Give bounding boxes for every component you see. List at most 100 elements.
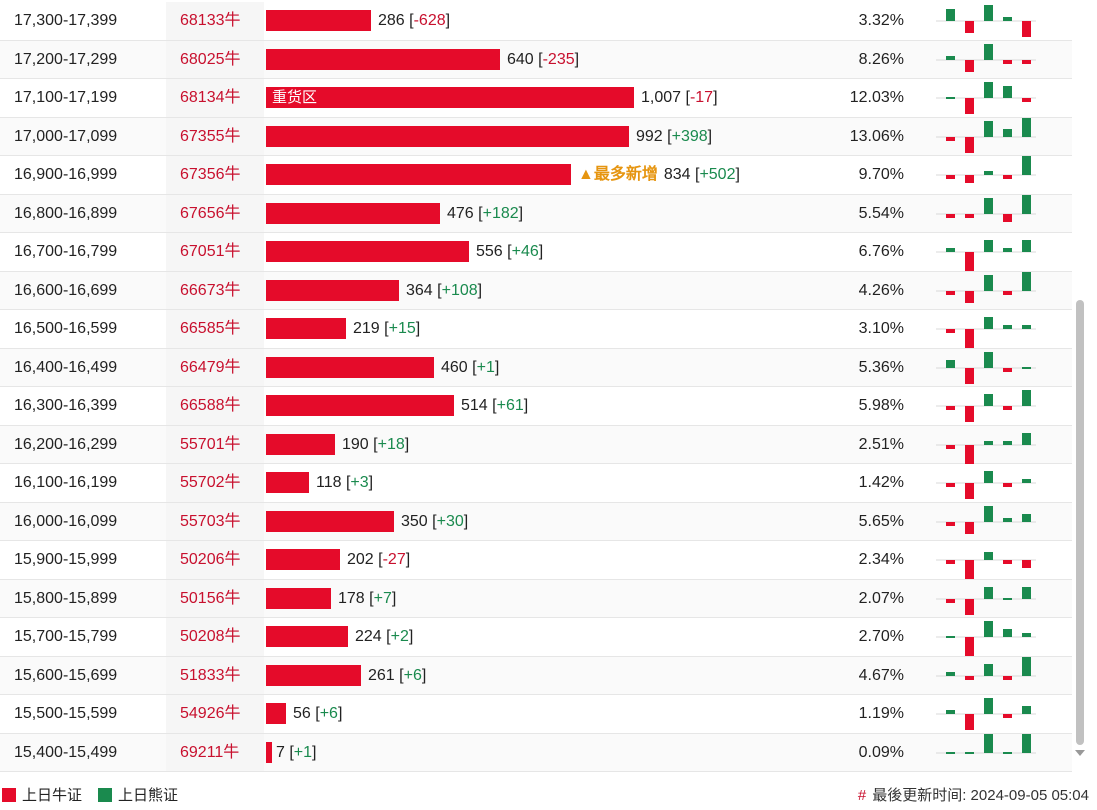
sparkline-bar <box>1022 560 1031 568</box>
code-cell[interactable]: 69211牛 <box>166 733 264 771</box>
sparkline-bar <box>946 483 955 487</box>
range-cell: 15,600-15,699 <box>14 666 118 684</box>
range-cell: 15,900-15,999 <box>14 551 118 568</box>
bar-cell: 重货区 1,007 [-17] <box>265 79 825 117</box>
table-row[interactable]: 16,700-16,799 67051牛 556 [+46] 6.76% <box>0 233 1072 272</box>
change-number: +18 <box>377 435 405 453</box>
sparkline-bar <box>1003 597 1012 600</box>
value-bar <box>266 626 348 647</box>
table-row[interactable]: 16,500-16,599 66585牛 219 [+15] 3.10% <box>0 310 1072 349</box>
table-row[interactable]: 15,800-15,899 50156牛 178 [+7] 2.07% <box>0 579 1072 618</box>
sparkline-bar <box>965 98 974 114</box>
code-cell[interactable]: 68133牛 <box>166 2 264 40</box>
percent-cell: 1.19% <box>858 705 904 722</box>
sparkline-bar <box>984 505 993 522</box>
sparkline-bar <box>965 175 974 183</box>
table-row[interactable]: 16,400-16,499 66479牛 460 [+1] 5.36% <box>0 348 1072 387</box>
sparkline-bar <box>1022 366 1031 369</box>
sparkline-bar <box>984 240 993 252</box>
sparkline-bar <box>1022 390 1031 406</box>
range-cell: 16,400-16,499 <box>14 358 118 376</box>
sparkline <box>936 317 1036 348</box>
percent-cell: 3.32% <box>858 12 904 29</box>
code-cell[interactable]: 68134牛 <box>166 79 264 117</box>
value-bar <box>266 164 571 185</box>
table-row[interactable]: 15,600-15,699 51833牛 261 [+6] 4.67% <box>0 656 1072 695</box>
sparkline <box>936 552 1036 579</box>
scroll-down-arrow-icon[interactable] <box>1075 750 1085 756</box>
table-row[interactable]: 17,300-17,399 68133牛 286 [-628] 3.32% <box>0 2 1072 41</box>
sparkline-bar <box>1022 513 1031 522</box>
sparkline <box>936 271 1036 303</box>
sparkline-bar <box>965 637 974 656</box>
table-row[interactable]: 16,200-16,299 55701牛 190 [+18] 2.51% <box>0 425 1072 464</box>
code-cell[interactable]: 67051牛 <box>166 233 264 271</box>
value-number: 514 <box>461 397 488 414</box>
sparkline-bar <box>946 671 955 676</box>
table-row[interactable]: 17,200-17,299 68025牛 640 [-235] 8.26% <box>0 40 1072 79</box>
code-cell[interactable]: 55701牛 <box>166 425 264 463</box>
value-number: 350 <box>401 512 428 530</box>
code-cell[interactable]: 66673牛 <box>166 271 264 309</box>
range-cell: 16,800-16,899 <box>14 204 118 222</box>
table-row[interactable]: 17,100-17,199 68134牛 重货区 1,007 [-17] 12.03% <box>0 79 1072 118</box>
sparkline-bar <box>1003 714 1012 718</box>
bar-cell: 219 [+15] <box>265 310 825 348</box>
code-cell[interactable]: 66588牛 <box>166 387 264 425</box>
code-cell[interactable]: 50208牛 <box>166 618 264 656</box>
percent-cell: 2.51% <box>858 435 904 453</box>
code-cell[interactable]: 54926牛 <box>166 695 264 733</box>
change-number: +2 <box>390 628 409 645</box>
table-row[interactable]: 15,500-15,599 54926牛 56 [+6] 1.19% <box>0 695 1072 734</box>
sparkline-bar <box>1003 560 1012 564</box>
table-row[interactable]: 15,900-15,999 50206牛 202 [-27] 2.34% <box>0 541 1072 580</box>
code-cell[interactable]: 55703牛 <box>166 502 264 540</box>
range-cell: 17,000-17,099 <box>14 127 118 145</box>
sparkline-bar <box>984 621 993 637</box>
sparkline-bar <box>965 290 974 303</box>
change-number: +61 <box>496 397 524 414</box>
value-text: 118 [+3] <box>316 474 374 491</box>
table-row[interactable]: 16,600-16,699 66673牛 364 [+108] 4.26% <box>0 271 1072 310</box>
code-cell[interactable]: 67355牛 <box>166 117 264 155</box>
table-row[interactable]: 16,300-16,399 66588牛 514 [+61] 5.98% <box>0 387 1072 426</box>
legend-bull-label: 上日牛证 <box>22 787 83 804</box>
value-number: 556 <box>476 243 503 260</box>
value-bar <box>266 741 272 763</box>
value-text: 261 [+6] <box>368 666 427 684</box>
sparkline-bar <box>1003 248 1012 252</box>
code-cell[interactable]: 50206牛 <box>166 541 264 579</box>
value-number: 56 <box>293 705 311 722</box>
value-text: 556 [+46] <box>476 243 544 260</box>
value-number: 364 <box>406 281 433 299</box>
table-row[interactable]: 15,700-15,799 50208牛 224 [+2] 2.70% <box>0 618 1072 657</box>
table-row[interactable]: 15,400-15,499 69211牛 7 [+1] 0.09% <box>0 733 1072 772</box>
sparkline-bar <box>1003 175 1012 179</box>
sparkline <box>936 471 1036 499</box>
value-text: 219 [+15] <box>353 320 421 337</box>
code-cell[interactable]: 68025牛 <box>166 40 264 78</box>
change-number: +6 <box>403 666 422 684</box>
table-row[interactable]: 16,800-16,899 67656牛 476 [+182] 5.54% <box>0 194 1072 233</box>
vertical-scrollbar[interactable] <box>1073 0 1087 770</box>
scrollbar-thumb[interactable] <box>1076 300 1084 745</box>
code-cell[interactable]: 50156牛 <box>166 579 264 617</box>
sparkline-bar <box>965 136 974 153</box>
code-cell[interactable]: 55702牛 <box>166 464 264 502</box>
table-row[interactable]: 16,100-16,199 55702牛 118 [+3] 1.42% <box>0 464 1072 503</box>
legend: 上日牛证 上日熊证 # 最後更新时间: 2024-09-05 05:04 <box>0 778 1097 810</box>
last-updated-text: 最後更新时间: 2024-09-05 05:04 <box>872 787 1089 804</box>
sparkline-bar <box>1022 98 1031 102</box>
value-bar <box>266 48 500 70</box>
code-cell[interactable]: 66479牛 <box>166 348 264 386</box>
change-number: +6 <box>319 705 338 722</box>
code-cell[interactable]: 51833牛 <box>166 656 264 694</box>
code-cell[interactable]: 67656牛 <box>166 194 264 232</box>
sparkline-bar <box>1022 633 1031 637</box>
sparkline-bar <box>1022 21 1031 37</box>
table-row[interactable]: 16,000-16,099 55703牛 350 [+30] 5.65% <box>0 502 1072 541</box>
code-cell[interactable]: 67356牛 <box>166 156 264 194</box>
table-row[interactable]: 16,900-16,999 67356牛 ▲最多新增 834 [+502] 9.70% <box>0 156 1072 195</box>
code-cell[interactable]: 66585牛 <box>166 310 264 348</box>
table-row[interactable]: 17,000-17,099 67355牛 992 [+398] 13.06% <box>0 117 1072 156</box>
